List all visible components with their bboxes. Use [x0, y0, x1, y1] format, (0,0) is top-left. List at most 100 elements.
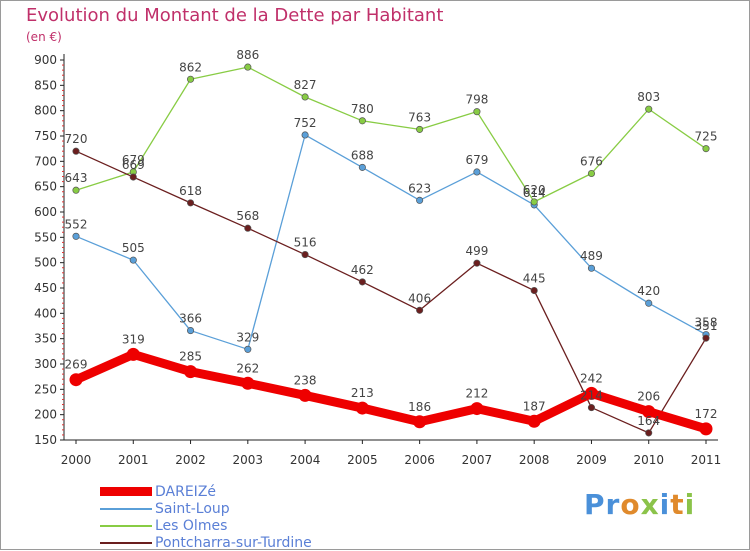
- data-label: 886: [236, 48, 259, 62]
- data-point: [530, 198, 538, 206]
- data-point: [587, 169, 596, 178]
- data-point: [702, 145, 710, 153]
- data-label: 462: [351, 263, 374, 277]
- legend-swatch: [100, 487, 152, 496]
- data-point: [244, 224, 252, 232]
- data-label: 499: [465, 244, 488, 258]
- data-label: 358: [695, 316, 718, 330]
- data-label: 679: [465, 153, 488, 167]
- data-point: [358, 117, 366, 125]
- data-label: 568: [236, 209, 259, 223]
- data-label: 238: [294, 373, 317, 387]
- x-tick-label: 2008: [519, 453, 550, 467]
- data-point: [244, 345, 252, 353]
- data-label: 262: [236, 361, 259, 375]
- legend-label: DAREIZé: [155, 483, 217, 500]
- data-label: 679: [122, 153, 145, 167]
- data-point: [355, 401, 369, 415]
- data-label: 552: [65, 217, 88, 231]
- y-tick-label: 550: [34, 230, 57, 244]
- chart-unit: (en €): [26, 30, 62, 44]
- y-tick-label: 400: [34, 306, 57, 320]
- data-point: [186, 199, 195, 207]
- y-tick-label: 750: [34, 129, 57, 143]
- x-tick-label: 2003: [233, 453, 264, 467]
- data-label: 213: [351, 386, 374, 400]
- data-label: 614: [523, 186, 546, 200]
- data-label: 406: [408, 291, 431, 305]
- y-tick-label: 600: [34, 205, 57, 219]
- data-point: [416, 196, 424, 204]
- data-point: [416, 306, 424, 314]
- data-point: [473, 108, 481, 116]
- x-tick-label: 2002: [175, 453, 206, 467]
- data-point: [587, 264, 596, 272]
- legend-swatch: [100, 541, 152, 544]
- data-point: [301, 93, 309, 101]
- data-label: 505: [122, 241, 145, 255]
- legend-item: Les Olmes: [100, 517, 312, 534]
- data-label: 172: [695, 407, 718, 421]
- data-point: [527, 414, 541, 428]
- data-point: [126, 347, 140, 361]
- y-tick-label: 150: [34, 433, 57, 447]
- data-point: [129, 173, 137, 181]
- data-point: [186, 327, 195, 335]
- data-label: 763: [408, 110, 431, 124]
- legend-item: DAREIZé: [100, 483, 312, 500]
- data-label: 206: [637, 390, 660, 404]
- data-point: [358, 163, 366, 171]
- data-label: 420: [637, 284, 660, 298]
- data-point: [72, 147, 80, 155]
- data-label: 164: [637, 414, 660, 428]
- data-point: [186, 75, 195, 83]
- y-tick-label: 350: [34, 332, 57, 346]
- data-point: [645, 429, 653, 437]
- data-label: 688: [351, 148, 374, 162]
- data-label: 623: [408, 181, 431, 195]
- y-tick-label: 450: [34, 281, 57, 295]
- data-point: [413, 415, 427, 429]
- data-point: [587, 404, 596, 412]
- data-point: [301, 251, 309, 259]
- data-point: [358, 278, 366, 286]
- legend-label: Saint-Loup: [155, 500, 230, 517]
- legend: DAREIZé Saint-Loup Les Olmes Pontcharra-sur…: [100, 483, 312, 551]
- data-label: 827: [294, 78, 317, 92]
- data-point: [473, 168, 481, 176]
- series-line-0: [71, 349, 711, 434]
- series-line-2: [75, 66, 707, 203]
- data-label: 319: [122, 332, 145, 346]
- y-tick-label: 500: [34, 256, 57, 270]
- x-tick-label: 2001: [118, 453, 149, 467]
- y-tick-label: 850: [34, 78, 57, 92]
- data-label: 351: [695, 319, 718, 333]
- chart-title: Evolution du Montant de la Dette par Hab…: [26, 5, 444, 26]
- data-label: 620: [523, 183, 546, 197]
- data-point: [470, 402, 484, 416]
- y-tick-label: 200: [34, 408, 57, 422]
- data-label: 186: [408, 400, 431, 414]
- y-tick-label: 700: [34, 154, 57, 168]
- data-label: 803: [637, 90, 660, 104]
- x-tick-label: 2009: [576, 453, 607, 467]
- data-label: 516: [294, 236, 317, 250]
- legend-label: Pontcharra-sur-Turdine: [155, 534, 312, 551]
- data-point: [241, 376, 255, 390]
- data-label: 329: [236, 330, 259, 344]
- y-tick-label: 300: [34, 357, 57, 371]
- y-tick-label: 650: [34, 180, 57, 194]
- data-point: [699, 422, 713, 436]
- legend-item: Pontcharra-sur-Turdine: [100, 534, 312, 551]
- data-label: 780: [351, 102, 374, 116]
- data-label: 269: [65, 358, 88, 372]
- data-label: 798: [465, 93, 488, 107]
- data-point: [645, 299, 653, 307]
- data-point: [645, 105, 653, 113]
- data-point: [584, 386, 598, 400]
- data-label: 720: [65, 132, 88, 146]
- data-point: [642, 405, 656, 419]
- data-label: 242: [580, 371, 603, 385]
